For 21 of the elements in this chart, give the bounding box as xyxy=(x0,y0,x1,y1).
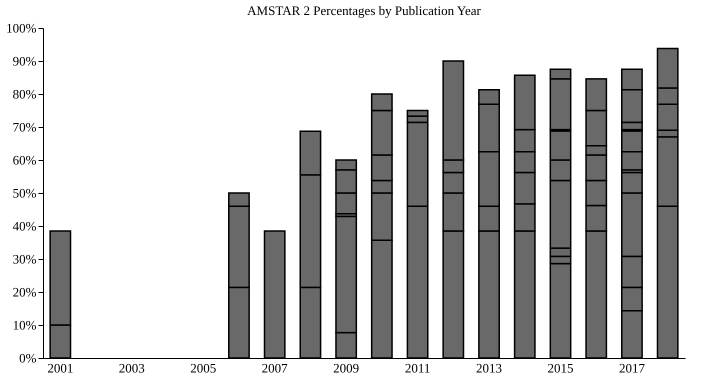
y-tick-label: 100% xyxy=(6,20,37,36)
x-tick-label: 2015 xyxy=(547,360,574,376)
y-tick-label: 50% xyxy=(12,186,37,200)
x-tick-label: 2001 xyxy=(47,360,74,376)
y-tick-label: 60% xyxy=(12,152,37,168)
y-tick-label: 0% xyxy=(19,350,37,366)
y-tick-label: 20% xyxy=(12,284,37,300)
x-tick-label: 2005 xyxy=(190,360,216,376)
x-tick-label: 2013 xyxy=(476,360,502,376)
y-tick-label: 30% xyxy=(12,252,37,266)
y-tick-label: 40% xyxy=(12,218,37,234)
x-tick-label: 2007 xyxy=(262,360,288,376)
y-tick-label: 10% xyxy=(12,318,37,332)
y-tick-label: 90% xyxy=(12,54,37,68)
y-tick-label: 70% xyxy=(12,120,37,134)
x-tick-label: 2003 xyxy=(118,360,145,376)
y-tick-label: 80% xyxy=(12,86,37,102)
chart-title: AMSTAR 2 Percentages by Publication Year xyxy=(247,3,482,18)
x-tick-label: 2011 xyxy=(404,360,430,376)
x-tick-label: 2017 xyxy=(618,360,646,376)
x-tick-label: 2009 xyxy=(333,360,360,376)
